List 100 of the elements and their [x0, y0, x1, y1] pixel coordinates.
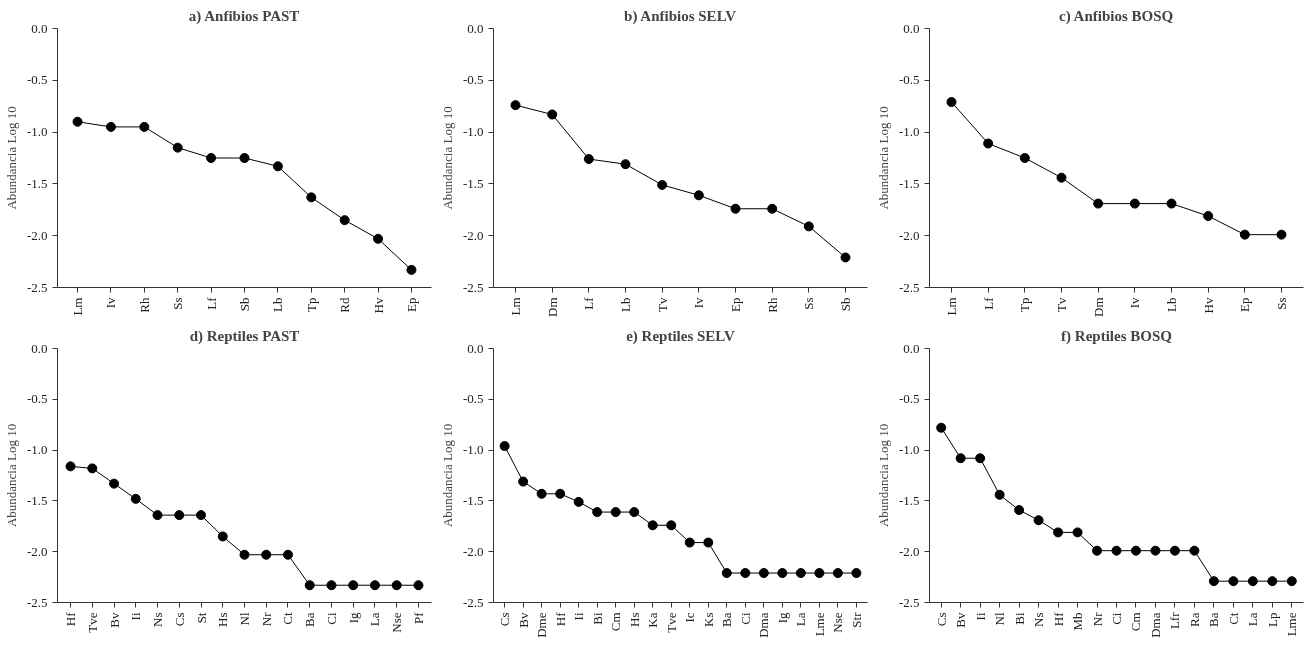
x-tick-label: Sb: [237, 297, 252, 312]
y-tick-label: -0.5: [898, 391, 920, 407]
x-tick-label: Bv: [953, 612, 969, 628]
x-tick-label: Iv: [103, 297, 119, 309]
x-tick-label: Ba: [302, 612, 318, 627]
x-tick-label: Mb: [1070, 612, 1086, 631]
x-tick-label: Ks: [700, 612, 716, 627]
chart-title: c) Anfibios BOSQ: [1058, 7, 1174, 25]
x-tick-label: Ii: [972, 612, 988, 621]
x-tick-label: Bv: [106, 612, 122, 628]
x-tick-label: Nr: [258, 611, 274, 627]
x-tick-label: Hs: [626, 612, 642, 627]
y-tick-label: -1.0: [26, 442, 48, 458]
y-tick-label: 0.0: [31, 340, 48, 356]
x-tick-label: Tve: [663, 612, 679, 633]
x-tick-label: Sb: [838, 297, 853, 312]
x-tick-label: Hs: [215, 612, 231, 627]
x-tick-label: Ci: [323, 612, 339, 625]
x-tick-label: Lf: [581, 296, 597, 310]
y-axis-title: Abundancia Log 10: [875, 106, 891, 210]
x-tick-label: Iv: [1127, 297, 1143, 309]
x-tick-label: Hf: [63, 611, 79, 627]
x-tick-label: Tv: [1054, 297, 1069, 312]
y-tick-label: -1.0: [462, 442, 484, 458]
y-tick-label: -1.0: [898, 442, 920, 458]
x-tick-label: Rd: [337, 297, 353, 313]
x-tick-label: Hv: [370, 297, 386, 314]
x-tick-label: Dma: [1147, 612, 1163, 638]
x-tick-label: Cs: [933, 612, 949, 627]
x-tick-label: Lb: [618, 297, 633, 312]
x-tick-label: Lfr: [1167, 611, 1183, 630]
chart-title: e) Reptiles SELV: [626, 327, 735, 345]
y-tick-label: -0.5: [462, 72, 484, 88]
x-tick-label: Cs: [497, 612, 513, 627]
y-tick-label: 0.0: [467, 340, 484, 356]
x-tick-label: Cs: [171, 612, 187, 627]
x-tick-label: Lm: [70, 297, 86, 316]
x-tick-label: Bv: [515, 612, 531, 628]
x-tick-label: Str: [848, 611, 864, 628]
x-tick-label: Dme: [534, 612, 550, 638]
x-tick-label: Iv: [691, 297, 707, 309]
x-tick-label: Pf: [410, 611, 426, 625]
x-tick-label: Tv: [654, 297, 670, 312]
x-tick-label: Ci: [1109, 612, 1124, 625]
x-tick-label: Nl: [237, 612, 252, 626]
y-tick-label: -2.0: [462, 227, 484, 243]
x-tick-label: Lm: [944, 297, 959, 316]
y-tick-label: -2.0: [898, 543, 920, 559]
y-tick-label: -2.5: [898, 594, 920, 610]
x-tick-label: Rh: [136, 297, 152, 313]
y-tick-label: -1.0: [462, 124, 484, 140]
x-tick-label: Ka: [645, 612, 661, 628]
chart-title: d) Reptiles PAST: [189, 327, 300, 345]
x-tick-label: Ns: [150, 612, 166, 627]
y-tick-label: -2.5: [26, 594, 48, 610]
x-tick-label: Lf: [980, 296, 996, 310]
y-tick-label: 0.0: [903, 340, 920, 356]
x-tick-label: Ep: [403, 297, 419, 312]
y-tick-label: -1.5: [462, 175, 484, 191]
x-tick-label: La: [793, 612, 809, 627]
x-tick-label: Ba: [1206, 612, 1222, 627]
y-tick-label: -1.5: [462, 492, 484, 508]
x-tick-label: Bi: [1011, 612, 1027, 625]
y-tick-label: -2.5: [462, 279, 484, 295]
x-tick-label: Dm: [1090, 297, 1106, 317]
x-tick-label: Ep: [728, 297, 743, 312]
y-tick-label: 0.0: [903, 20, 920, 36]
x-tick-label: Hf: [552, 611, 568, 627]
y-tick-label: -2.0: [898, 227, 920, 243]
y-tick-label: -1.5: [898, 175, 920, 191]
y-tick-label: -2.0: [26, 227, 48, 243]
chart-title: a) Anfibios PAST: [188, 7, 300, 25]
x-tick-label: Ep: [1237, 297, 1253, 312]
y-tick-label: -0.5: [898, 72, 920, 88]
x-tick-label: Ic: [682, 612, 698, 623]
x-tick-label: Nr: [1089, 611, 1105, 627]
x-tick-label: Tp: [303, 297, 319, 312]
chart-title: b) Anfibios SELV: [624, 7, 737, 25]
y-axis-title: Abundancia Log 10: [439, 423, 455, 528]
x-tick-label: Tp: [1017, 297, 1033, 312]
x-tick-label: Lp: [1264, 612, 1280, 627]
x-tick-label: Nse: [830, 612, 846, 633]
y-tick-label: -1.0: [26, 124, 48, 140]
y-tick-label: -1.5: [26, 175, 48, 191]
y-tick-label: -0.5: [462, 391, 484, 407]
y-tick-label: -1.5: [26, 492, 48, 508]
x-tick-label: Ig: [774, 612, 790, 624]
x-tick-label: Ra: [1186, 612, 1202, 627]
x-tick-label: Hv: [1200, 297, 1216, 314]
y-tick-label: -1.5: [898, 492, 920, 508]
y-axis-title: Abundancia Log 10: [875, 423, 891, 528]
x-tick-label: Lf: [203, 296, 219, 310]
x-tick-label: Lm: [508, 297, 523, 316]
x-tick-label: Lme: [1284, 612, 1300, 637]
y-axis-title: Abundancia Log 10: [439, 106, 455, 210]
y-tick-label: -2.5: [462, 594, 484, 610]
x-tick-label: Tve: [84, 612, 100, 633]
chart-title: f) Reptiles BOSQ: [1061, 327, 1173, 345]
x-tick-label: Ns: [1031, 612, 1047, 627]
y-tick-label: -0.5: [26, 72, 48, 88]
